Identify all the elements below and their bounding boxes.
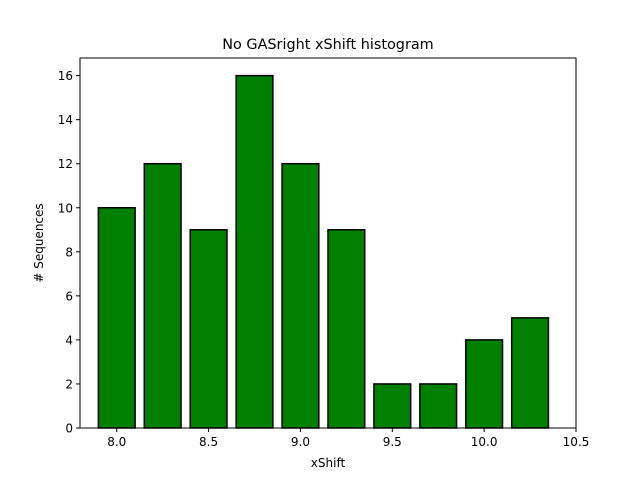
x-tick-label: 8.5 — [199, 435, 218, 449]
y-tick-label: 8 — [65, 245, 73, 259]
x-tick-label: 9.0 — [291, 435, 310, 449]
x-tick-label: 10.0 — [471, 435, 498, 449]
plot-frame — [79, 57, 577, 429]
bar-7 — [419, 383, 458, 429]
x-tick-label: 10.5 — [563, 435, 590, 449]
y-tick-label: 12 — [58, 157, 73, 171]
y-axis-ticks: 0 2 4 6 8 10 12 14 16 — [58, 69, 80, 436]
bar-4 — [281, 162, 320, 429]
chart-title: No GASright xShift histogram — [222, 37, 433, 53]
bar-8 — [465, 339, 504, 429]
x-tick-label: 9.5 — [383, 435, 402, 449]
y-tick-label: 10 — [58, 201, 73, 215]
x-axis-ticks: 8.0 8.5 9.0 9.5 10.0 10.5 — [107, 428, 589, 449]
x-axis-label: xShift — [311, 456, 346, 470]
bar-6 — [373, 383, 412, 429]
bar-1 — [143, 162, 182, 429]
y-tick-label: 2 — [65, 377, 73, 391]
y-tick-label: 14 — [58, 113, 73, 127]
bar-2 — [189, 229, 228, 429]
bar-5 — [327, 229, 366, 429]
x-tick-label: 8.0 — [107, 435, 126, 449]
y-tick-label: 4 — [65, 333, 73, 347]
y-tick-label: 6 — [65, 289, 73, 303]
bar-3 — [235, 74, 274, 429]
bar-0 — [97, 207, 136, 429]
bars-group — [97, 74, 550, 429]
y-tick-label: 16 — [58, 69, 73, 83]
y-tick-label: 0 — [65, 422, 73, 436]
bar-9 — [510, 317, 550, 429]
y-axis-label: # Sequences — [32, 203, 46, 282]
